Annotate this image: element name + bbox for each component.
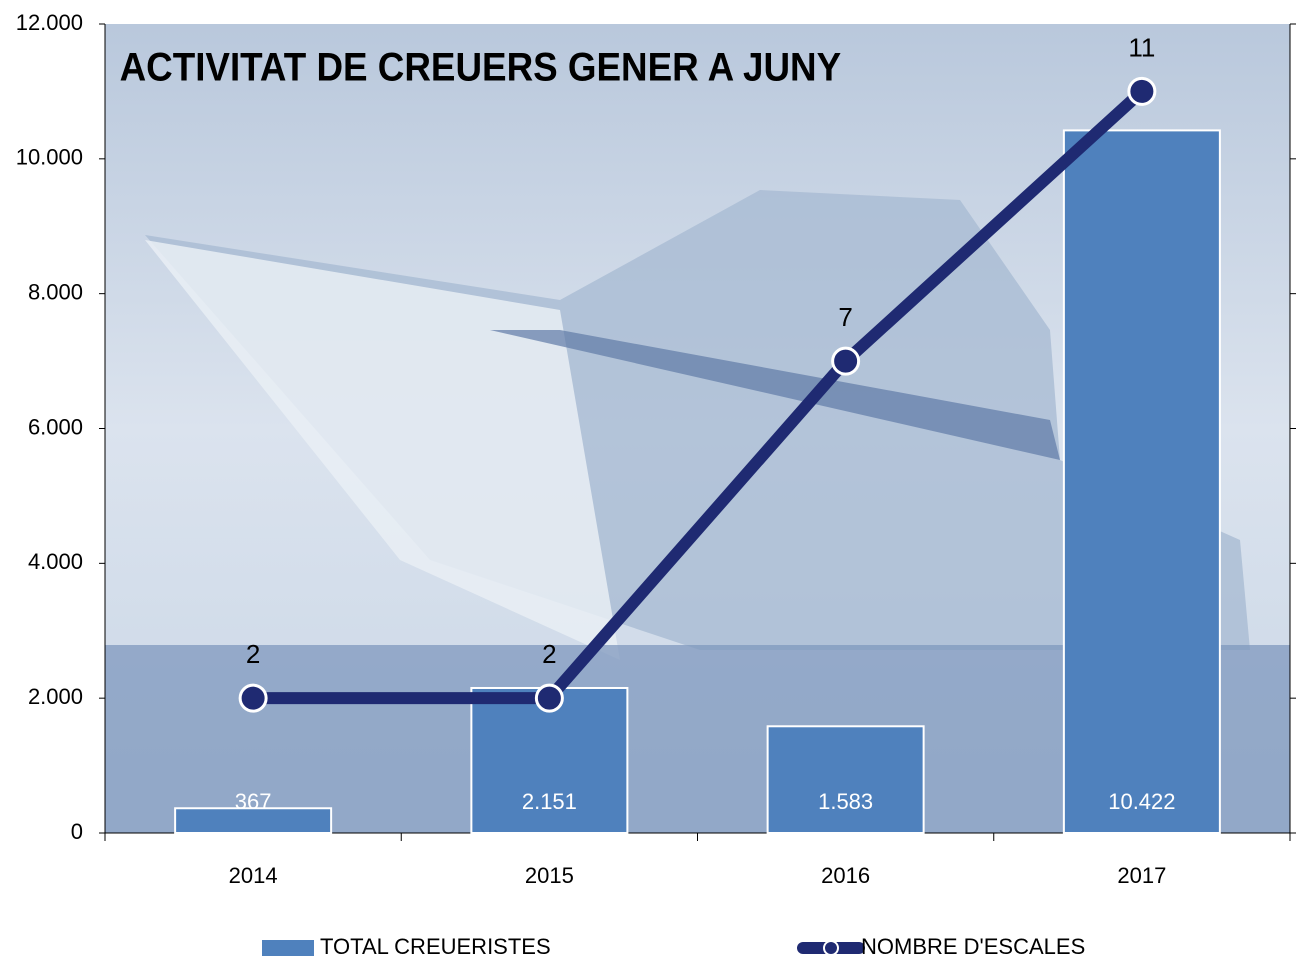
y-tick-label: 12.000 — [16, 10, 83, 35]
x-tick-label: 2016 — [821, 863, 870, 888]
legend-label: TOTAL CREUERISTES — [320, 934, 551, 959]
y-tick-label: 4.000 — [28, 549, 83, 574]
legend-key — [262, 940, 314, 956]
line-value-label: 7 — [838, 302, 852, 332]
y-tick-label: 8.000 — [28, 279, 83, 304]
bar-value-label: 10.422 — [1108, 789, 1175, 814]
line-value-label: 11 — [1128, 32, 1155, 62]
x-tick-label: 2017 — [1117, 863, 1166, 888]
bar — [766, 725, 925, 834]
line-value-label: 2 — [246, 639, 260, 669]
line-value-label: 2 — [542, 639, 556, 669]
chart-title: ACTIVITAT DE CREUERS GENER A JUNY — [120, 45, 842, 90]
x-tick-label: 2014 — [229, 863, 278, 888]
bar-value-label: 367 — [235, 789, 272, 814]
line-marker — [534, 683, 564, 713]
legend-label: NOMBRE D'ESCALES — [861, 934, 1085, 959]
bar-value-label: 1.583 — [818, 789, 873, 814]
line-marker — [831, 346, 861, 376]
bar-value-label: 2.151 — [522, 789, 577, 814]
y-tick-label: 6.000 — [28, 414, 83, 439]
bar — [174, 807, 333, 834]
line-marker — [1127, 76, 1157, 106]
y-tick-label: 10.000 — [16, 145, 83, 170]
line — [253, 86, 1146, 705]
legend-key-marker — [823, 940, 839, 956]
line-marker — [238, 683, 268, 713]
bar — [1062, 129, 1221, 835]
y-tick-label: 0 — [71, 819, 83, 844]
y-tick-label: 2.000 — [28, 684, 83, 709]
x-tick-label: 2015 — [525, 863, 574, 888]
